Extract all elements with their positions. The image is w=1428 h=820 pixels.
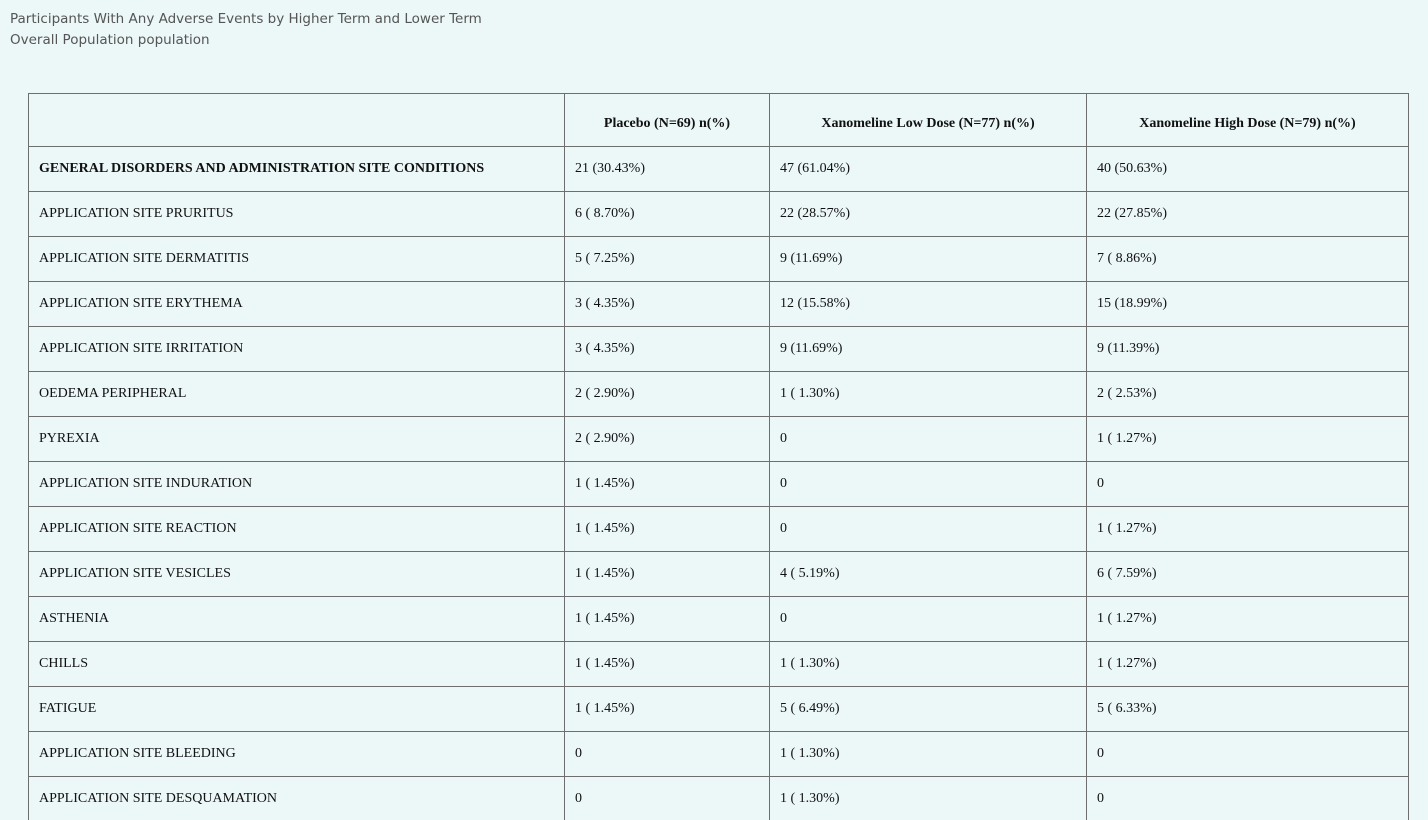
cell-placebo: 0 [564,731,770,777]
cell-high-dose: 1 ( 1.27%) [1086,596,1409,642]
cell-low-dose: 1 ( 1.30%) [769,371,1087,417]
cell-term: GENERAL DISORDERS AND ADMINISTRATION SIT… [28,146,565,192]
cell-term: APPLICATION SITE REACTION [28,506,565,552]
cell-term: APPLICATION SITE VESICLES [28,551,565,597]
cell-low-dose: 0 [769,416,1087,462]
table-row: APPLICATION SITE VESICLES 1 ( 1.45%) 4 ( 5… [28,551,1409,597]
adverse-events-table: Placebo (N=69) n(%) Xanomeline Low Dose … [28,93,1409,820]
table-header-row: Placebo (N=69) n(%) Xanomeline Low Dose … [28,93,1409,147]
cell-term: APPLICATION SITE IRRITATION [28,326,565,372]
cell-high-dose: 1 ( 1.27%) [1086,416,1409,462]
cell-low-dose: 9 (11.69%) [769,326,1087,372]
table-row: APPLICATION SITE INDURATION 1 ( 1.45%) 0 0 [28,461,1409,507]
cell-placebo: 1 ( 1.45%) [564,551,770,597]
report-title: Participants With Any Adverse Events by … [10,11,482,27]
table-row: OEDEMA PERIPHERAL 2 ( 2.90%) 1 ( 1.30%) 2 (… [28,371,1409,417]
column-header-low-dose: Xanomeline Low Dose (N=77) n(%) [769,93,1087,147]
cell-placebo: 1 ( 1.45%) [564,596,770,642]
table-row: PYREXIA 2 ( 2.90%) 0 1 ( 1.27%) [28,416,1409,462]
cell-low-dose: 22 (28.57%) [769,191,1087,237]
report-titles: Participants With Any Adverse Events by … [10,9,482,51]
cell-placebo: 2 ( 2.90%) [564,371,770,417]
cell-placebo: 3 ( 4.35%) [564,281,770,327]
cell-placebo: 5 ( 7.25%) [564,236,770,282]
table-row: APPLICATION SITE REACTION 1 ( 1.45%) 0 1 ( … [28,506,1409,552]
cell-placebo: 6 ( 8.70%) [564,191,770,237]
cell-term: ASTHENIA [28,596,565,642]
cell-placebo: 1 ( 1.45%) [564,641,770,687]
table-row: APPLICATION SITE IRRITATION 3 ( 4.35%) 9 (… [28,326,1409,372]
cell-high-dose: 1 ( 1.27%) [1086,641,1409,687]
cell-low-dose: 4 ( 5.19%) [769,551,1087,597]
cell-term: PYREXIA [28,416,565,462]
cell-low-dose: 1 ( 1.30%) [769,776,1087,820]
cell-term: FATIGUE [28,686,565,732]
cell-low-dose: 0 [769,461,1087,507]
column-header-high-dose: Xanomeline High Dose (N=79) n(%) [1086,93,1409,147]
cell-low-dose: 47 (61.04%) [769,146,1087,192]
table-row: CHILLS 1 ( 1.45%) 1 ( 1.30%) 1 ( 1.27%) [28,641,1409,687]
table-body: GENERAL DISORDERS AND ADMINISTRATION SIT… [28,146,1409,820]
cell-low-dose: 1 ( 1.30%) [769,731,1087,777]
table-row: ASTHENIA 1 ( 1.45%) 0 1 ( 1.27%) [28,596,1409,642]
cell-term: APPLICATION SITE BLEEDING [28,731,565,777]
cell-placebo: 0 [564,776,770,820]
cell-high-dose: 5 ( 6.33%) [1086,686,1409,732]
table-row: APPLICATION SITE DESQUAMATION 0 1 ( 1.30%)… [28,776,1409,820]
table-row: GENERAL DISORDERS AND ADMINISTRATION SIT… [28,146,1409,192]
cell-term: OEDEMA PERIPHERAL [28,371,565,417]
cell-low-dose: 5 ( 6.49%) [769,686,1087,732]
cell-high-dose: 0 [1086,731,1409,777]
cell-term: APPLICATION SITE INDURATION [28,461,565,507]
cell-placebo: 21 (30.43%) [564,146,770,192]
cell-low-dose: 9 (11.69%) [769,236,1087,282]
table-row: APPLICATION SITE BLEEDING 0 1 ( 1.30%) 0 [28,731,1409,777]
cell-term: APPLICATION SITE PRURITUS [28,191,565,237]
cell-placebo: 2 ( 2.90%) [564,416,770,462]
cell-term: APPLICATION SITE DESQUAMATION [28,776,565,820]
cell-placebo: 1 ( 1.45%) [564,506,770,552]
table-row: APPLICATION SITE PRURITUS 6 ( 8.70%) 22 (2… [28,191,1409,237]
table-row: APPLICATION SITE DERMATITIS 5 ( 7.25%) 9 (… [28,236,1409,282]
cell-term: APPLICATION SITE DERMATITIS [28,236,565,282]
column-header-placebo: Placebo (N=69) n(%) [564,93,770,147]
cell-low-dose: 1 ( 1.30%) [769,641,1087,687]
cell-placebo: 1 ( 1.45%) [564,461,770,507]
cell-high-dose: 15 (18.99%) [1086,281,1409,327]
cell-high-dose: 22 (27.85%) [1086,191,1409,237]
cell-low-dose: 12 (15.58%) [769,281,1087,327]
column-header-term [28,93,565,147]
cell-placebo: 3 ( 4.35%) [564,326,770,372]
cell-low-dose: 0 [769,596,1087,642]
cell-high-dose: 7 ( 8.86%) [1086,236,1409,282]
cell-high-dose: 0 [1086,461,1409,507]
cell-term: CHILLS [28,641,565,687]
cell-high-dose: 6 ( 7.59%) [1086,551,1409,597]
cell-placebo: 1 ( 1.45%) [564,686,770,732]
cell-high-dose: 0 [1086,776,1409,820]
cell-term: APPLICATION SITE ERYTHEMA [28,281,565,327]
table-row: FATIGUE 1 ( 1.45%) 5 ( 6.49%) 5 ( 6.33%) [28,686,1409,732]
report-subtitle: Overall Population population [10,32,210,48]
cell-high-dose: 9 (11.39%) [1086,326,1409,372]
table-row: APPLICATION SITE ERYTHEMA 3 ( 4.35%) 12 (1… [28,281,1409,327]
cell-low-dose: 0 [769,506,1087,552]
cell-high-dose: 1 ( 1.27%) [1086,506,1409,552]
cell-high-dose: 40 (50.63%) [1086,146,1409,192]
cell-high-dose: 2 ( 2.53%) [1086,371,1409,417]
